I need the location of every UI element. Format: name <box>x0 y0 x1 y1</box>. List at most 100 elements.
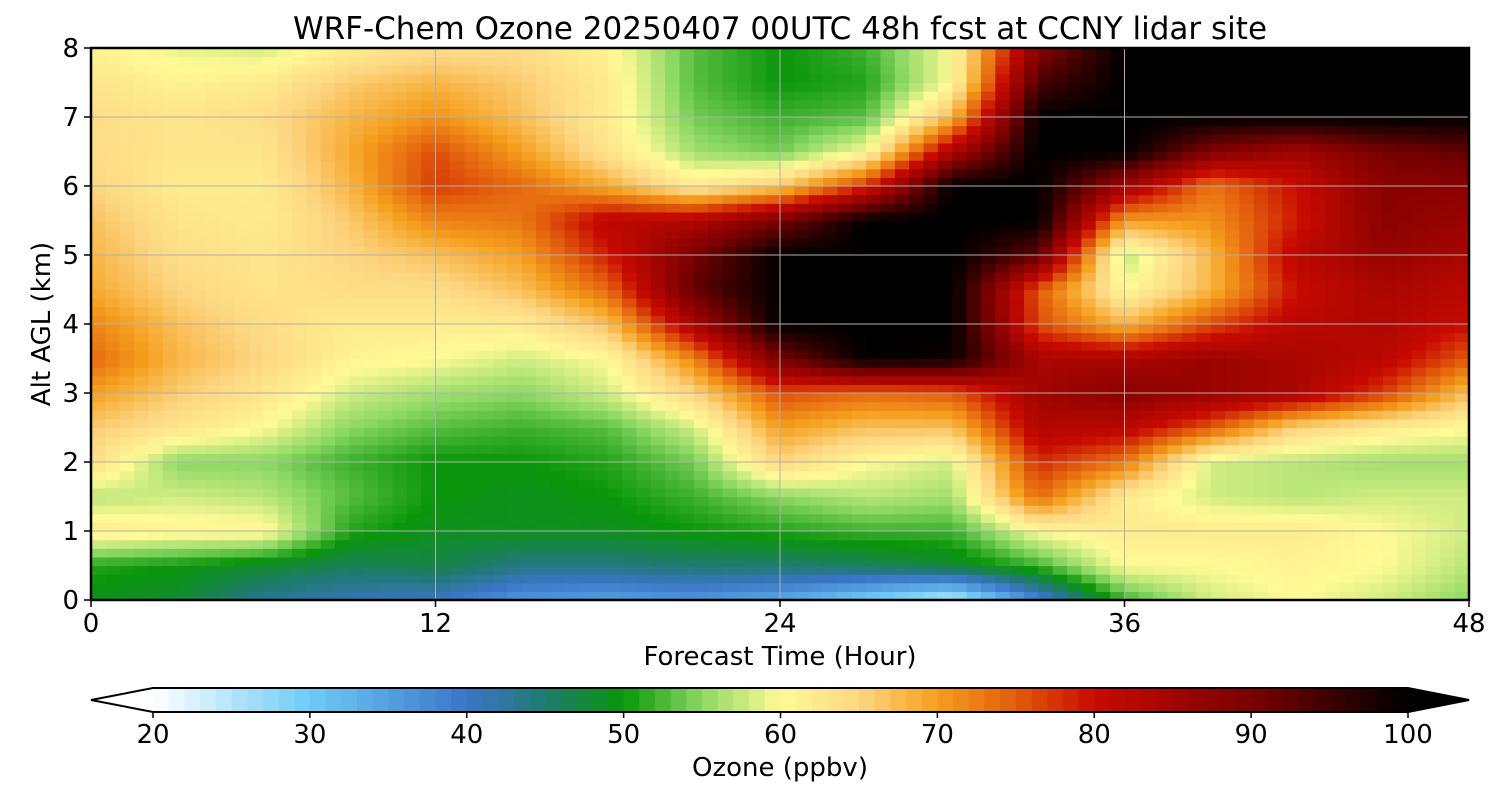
heatmap-cell <box>492 289 508 299</box>
heatmap-cell <box>665 246 681 256</box>
heatmap-cell <box>320 487 336 498</box>
heatmap-cell <box>880 349 896 360</box>
heatmap-cell <box>162 462 178 472</box>
heatmap-cell <box>937 453 953 463</box>
heatmap-cell <box>320 117 336 127</box>
heatmap-cell <box>579 73 594 84</box>
heatmap-cell <box>708 151 724 161</box>
heatmap-cell <box>320 574 336 584</box>
heatmap-cell <box>492 108 508 118</box>
heatmap-cell <box>722 574 738 584</box>
heatmap-cell <box>823 341 839 351</box>
heatmap-cell <box>105 436 121 446</box>
heatmap-cell <box>665 255 681 265</box>
heatmap-cell <box>1009 99 1025 109</box>
heatmap-cell <box>1124 436 1140 446</box>
heatmap-cell <box>1181 513 1197 523</box>
heatmap-cell <box>263 91 279 101</box>
heatmap-cell <box>205 401 221 411</box>
heatmap-cell <box>464 151 480 161</box>
heatmap-cell <box>363 324 379 334</box>
heatmap-cell <box>291 211 307 222</box>
heatmap-cell <box>823 574 839 584</box>
heatmap-cell <box>392 229 408 239</box>
heatmap-cell <box>134 565 150 575</box>
heatmap-cell <box>205 565 221 575</box>
heatmap-cell <box>478 237 494 247</box>
heatmap-cell <box>952 462 968 472</box>
heatmap-cell <box>937 556 953 567</box>
heatmap-cell <box>406 332 422 342</box>
heatmap-cell <box>607 324 623 334</box>
heatmap-cell <box>435 539 451 549</box>
heatmap-cell <box>421 186 437 196</box>
heatmap-cell <box>693 65 709 75</box>
heatmap-cell <box>736 556 752 567</box>
heatmap-cell <box>1052 99 1068 109</box>
heatmap-cell <box>521 99 537 109</box>
heatmap-cell <box>1081 332 1097 342</box>
heatmap-cell <box>105 168 121 178</box>
heatmap-cell <box>851 349 867 360</box>
heatmap-cell <box>880 125 896 135</box>
heatmap-cell <box>478 125 494 135</box>
heatmap-cell <box>134 487 150 498</box>
heatmap-cell <box>923 298 939 308</box>
heatmap-cell <box>421 151 437 161</box>
heatmap-cell <box>335 272 350 282</box>
heatmap-cell <box>1095 453 1111 463</box>
heatmap-cell <box>220 556 236 567</box>
heatmap-cell <box>1095 142 1111 153</box>
heatmap-cell <box>335 73 350 84</box>
heatmap-cell <box>177 444 193 454</box>
heatmap-cell <box>823 65 839 75</box>
heatmap-cell <box>378 91 394 101</box>
heatmap-cell <box>1038 229 1054 239</box>
heatmap-cell <box>421 168 437 178</box>
heatmap-cell <box>162 134 178 144</box>
heatmap-cell <box>1124 418 1140 429</box>
heatmap-cell <box>593 513 609 523</box>
heatmap-cell <box>435 367 451 377</box>
heatmap-cell <box>1024 453 1039 463</box>
heatmap-cell <box>952 539 968 549</box>
heatmap-cell <box>1110 436 1126 446</box>
heatmap-cell <box>363 436 379 446</box>
heatmap-cell <box>306 255 322 265</box>
heatmap-cell <box>923 418 939 429</box>
heatmap-cell <box>234 582 250 592</box>
heatmap-cell <box>851 177 867 187</box>
heatmap-cell <box>306 565 322 575</box>
heatmap-cell <box>851 280 867 291</box>
heatmap-cell <box>464 479 480 489</box>
heatmap-cell <box>952 393 968 403</box>
heatmap-cell <box>392 203 408 213</box>
heatmap-cell <box>550 48 566 58</box>
heatmap-cell <box>205 427 221 437</box>
heatmap-cell <box>363 453 379 463</box>
heatmap-cell <box>708 574 724 584</box>
heatmap-cell <box>291 539 307 549</box>
heatmap-cell <box>780 255 795 265</box>
heatmap-cell <box>478 565 494 575</box>
heatmap-cell <box>808 263 824 273</box>
heatmap-cell <box>306 56 322 66</box>
heatmap-cell <box>421 263 437 273</box>
heatmap-cell <box>622 358 638 368</box>
heatmap-cell <box>1024 487 1039 498</box>
heatmap-cell <box>837 177 853 187</box>
heatmap-cell <box>1095 203 1111 213</box>
heatmap-cell <box>579 255 594 265</box>
heatmap-cell <box>507 263 523 273</box>
heatmap-cell <box>1138 220 1154 230</box>
heatmap-cell <box>105 548 121 558</box>
heatmap-cell <box>1153 341 1169 351</box>
heatmap-cell <box>205 531 221 541</box>
heatmap-cell <box>1024 211 1039 222</box>
heatmap-cell <box>320 65 336 75</box>
heatmap-cell <box>91 108 106 118</box>
heatmap-cell <box>421 505 437 515</box>
heatmap-cell <box>234 341 250 351</box>
heatmap-cell <box>952 367 968 377</box>
heatmap-cell <box>1167 505 1183 515</box>
